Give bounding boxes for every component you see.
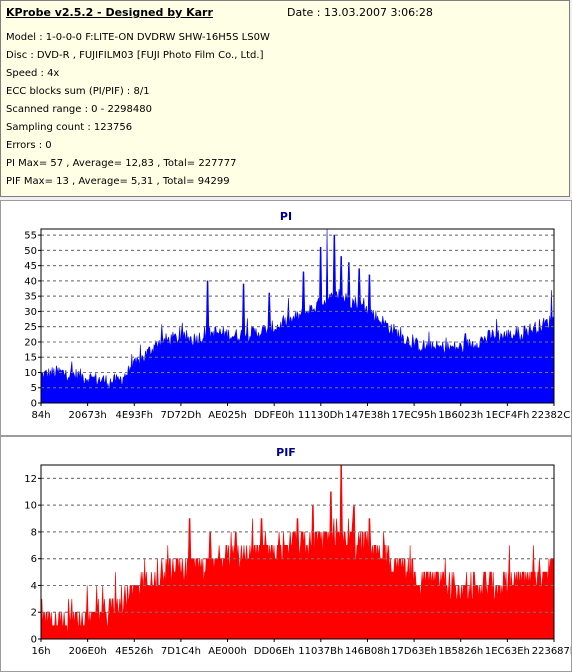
- y-tick-label: 50: [24, 246, 37, 257]
- x-tick-label: 1EC63Eh: [485, 646, 530, 657]
- y-tick-label: 12: [24, 474, 37, 485]
- y-tick-label: 4: [31, 581, 37, 592]
- x-tick-label: 206E0h: [69, 646, 107, 657]
- data-series-area: [40, 464, 555, 640]
- y-tick-label: 25: [24, 322, 37, 333]
- y-tick-label: 0: [31, 635, 37, 646]
- info-ecc-blocks: ECC blocks sum (PI/PIF) : 8/1: [6, 86, 150, 97]
- info-pi-summary: PI Max= 57 , Average= 12,83 , Total= 227…: [6, 158, 237, 169]
- y-tick-label: 40: [24, 276, 37, 287]
- y-tick-label: 10: [24, 501, 37, 512]
- x-tick-label: 20673h: [69, 410, 107, 421]
- y-tick-label: 10: [24, 368, 37, 379]
- y-tick-label: 45: [24, 261, 37, 272]
- y-tick-label: 35: [24, 292, 37, 303]
- x-tick-label: AE000h: [208, 646, 247, 657]
- x-tick-label: 17EC95h: [392, 410, 437, 421]
- y-tick-label: 55: [24, 231, 37, 242]
- x-tick-label: 7D72Dh: [160, 410, 201, 421]
- x-tick-label: 147E38h: [345, 410, 389, 421]
- x-tick-label: 11130Dh: [298, 410, 344, 421]
- x-tick-label: AE025h: [208, 410, 247, 421]
- x-tick-label: 16h: [31, 646, 50, 657]
- x-tick-label: 1B6023h: [438, 410, 483, 421]
- y-tick-label: 30: [24, 307, 37, 318]
- y-tick-label: 8: [31, 527, 37, 538]
- info-model: Model : 1-0-0-0 F:LITE-ON DVDRW SHW-16H5…: [6, 32, 270, 43]
- x-tick-label: 4E526h: [115, 646, 153, 657]
- chart-title: PIF: [276, 446, 296, 459]
- info-errors: Errors : 0: [6, 140, 52, 151]
- app-title: KProbe v2.5.2 - Designed by Karr: [6, 6, 213, 19]
- x-tick-label: DD06Eh: [254, 646, 295, 657]
- x-tick-label: DDFE0h: [254, 410, 294, 421]
- x-tick-label: 223687h: [532, 646, 571, 657]
- x-tick-label: 146B08h: [345, 646, 390, 657]
- info-speed: Speed : 4x: [6, 68, 60, 79]
- data-series-area: [40, 228, 555, 404]
- x-tick-label: 84h: [31, 410, 50, 421]
- y-tick-label: 2: [31, 608, 37, 619]
- x-tick-label: 7D1C4h: [161, 646, 201, 657]
- x-tick-label: 4E93Fh: [116, 410, 154, 421]
- y-tick-label: 6: [31, 554, 37, 565]
- info-lines: Model : 1-0-0-0 F:LITE-ON DVDRW SHW-16H5…: [6, 29, 270, 191]
- y-tick-label: 5: [31, 383, 37, 394]
- x-tick-label: 1B5826h: [438, 646, 483, 657]
- info-scanned-range: Scanned range : 0 - 2298480: [6, 104, 152, 115]
- plot-border: [40, 228, 555, 404]
- pif-chart: PIF 0 2 4 6 8 10 12 16h 206E0h 4E526h 7D1C4h AE000h D…: [24, 446, 571, 657]
- y-tick-label: 20: [24, 337, 37, 348]
- y-tick-label: 0: [31, 399, 37, 410]
- y-tick-label: 15: [24, 353, 37, 364]
- chart-title: PI: [280, 210, 292, 223]
- info-pif-summary: PIF Max= 13 , Average= 5,31 , Total= 942…: [6, 176, 230, 187]
- x-tick-label: 22382Ch: [531, 410, 571, 421]
- info-sampling-count: Sampling count : 123756: [6, 122, 133, 133]
- x-tick-label: 11037Bh: [298, 646, 343, 657]
- scan-date: Date : 13.03.2007 3:06:28: [287, 6, 433, 19]
- pi-chart-panel: PI 0 5 10 15 20 25 30 35 40 45 50 55 84h 20673h 4E93Fh 7…: [0, 200, 572, 436]
- pi-chart: PI 0 5 10 15 20 25 30 35 40 45 50 55 84h 20673h 4E93Fh 7…: [24, 210, 571, 421]
- info-panel: KProbe v2.5.2 - Designed by Karr Date : …: [0, 0, 570, 197]
- plot-border: [40, 464, 555, 640]
- pif-chart-panel: PIF 0 2 4 6 8 10 12 16h 206E0h 4E526h 7D1C4h AE000h D…: [0, 436, 572, 672]
- x-tick-label: 17D63Eh: [391, 646, 437, 657]
- info-disc: Disc : DVD-R , FUJIFILM03 [FUJI Photo Fi…: [6, 50, 264, 61]
- x-tick-label: 1ECF4Fh: [485, 410, 529, 421]
